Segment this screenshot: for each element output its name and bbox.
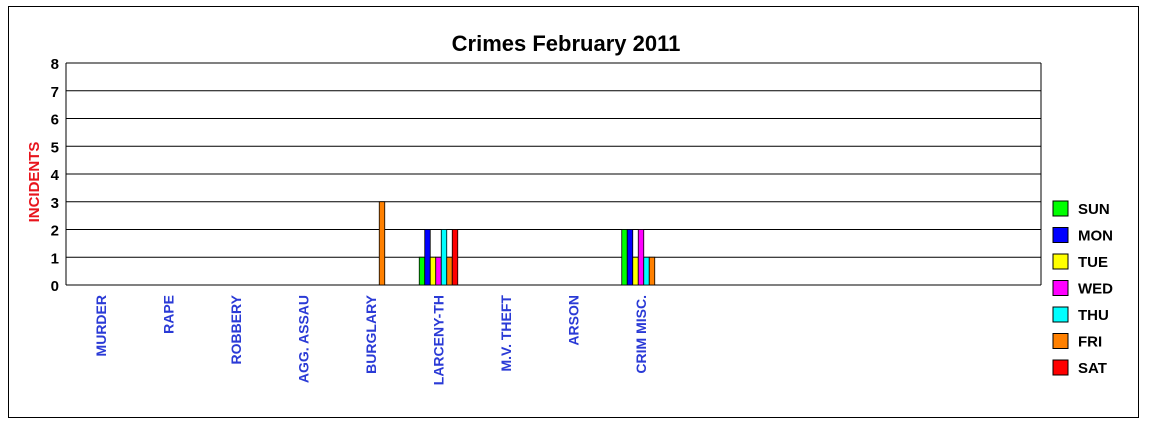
y-tick-label: 1 — [51, 250, 59, 267]
x-tick-label: BURGLARY — [363, 294, 379, 373]
y-axis-ticks: 0 1 2 3 4 5 6 7 8 — [51, 56, 60, 295]
x-tick-label: AGG. ASSAU — [296, 295, 312, 383]
y-tick-label: 0 — [51, 278, 59, 295]
legend-swatch-sat — [1052, 359, 1069, 376]
bar-chart: Crimes February 2011 INCIDENTS 0 1 2 3 4 5 6 7 8… — [26, 31, 1113, 385]
bar-thu-5 — [440, 229, 448, 286]
bar-tue-8 — [632, 256, 639, 286]
y-tick-label: 4 — [51, 167, 60, 184]
x-tick-label: M.V. THEFT — [498, 295, 514, 372]
legend-label-tue: TUE — [1078, 254, 1108, 271]
legend-swatch-fri — [1052, 333, 1069, 349]
legend-swatch-tue — [1052, 253, 1069, 270]
legend-label-wed: WED — [1078, 281, 1113, 298]
bar-sat-5 — [451, 229, 459, 286]
x-axis-ticks: MURDER RAPE ROBBERY AGG. ASSAU BURGLARY LARCE… — [93, 294, 649, 385]
y-tick-label: 8 — [51, 56, 59, 73]
bars — [378, 201, 656, 286]
bar-fri-8 — [648, 256, 656, 286]
bar-wed-8 — [637, 229, 645, 286]
x-tick-label: CRIM MISC. — [633, 295, 649, 374]
legend-label-thu: THU — [1078, 307, 1109, 324]
bar-fri-5 — [446, 256, 453, 286]
legend-swatch-thu — [1052, 306, 1069, 323]
legend: SUN MON TUE WED THU FRI SAT — [1052, 200, 1113, 377]
y-tick-label: 5 — [51, 139, 59, 156]
y-axis-label: INCIDENTS — [26, 142, 43, 223]
bar-mon-8 — [626, 229, 634, 286]
x-tick-label: MURDER — [93, 295, 109, 356]
y-tick-label: 2 — [51, 223, 59, 240]
bar-fri-4 — [378, 201, 386, 286]
legend-label-fri: FRI — [1078, 334, 1102, 351]
x-tick-label: ROBBERY — [228, 294, 244, 364]
legend-label-sun: SUN — [1078, 201, 1110, 218]
chart-frame: Crimes February 2011 INCIDENTS 0 1 2 3 4 5 6 7 8… — [8, 6, 1139, 418]
bar-thu-8 — [643, 256, 650, 286]
x-tick-label: ARSON — [566, 295, 582, 346]
x-tick-label: RAPE — [161, 295, 177, 334]
legend-swatch-wed — [1052, 280, 1069, 296]
legend-label-mon: MON — [1078, 228, 1113, 245]
legend-swatch-mon — [1052, 227, 1069, 243]
legend-label-sat: SAT — [1078, 360, 1107, 377]
gridlines — [65, 62, 1042, 286]
x-tick-label: LARCENY-TH — [431, 295, 447, 385]
bar-wed-5 — [435, 256, 442, 286]
y-tick-label: 3 — [51, 195, 59, 212]
chart-title: Crimes February 2011 — [452, 31, 681, 56]
bar-sun-5 — [418, 256, 426, 286]
bar-tue-5 — [429, 256, 437, 286]
y-tick-label: 7 — [51, 84, 59, 101]
legend-swatch-sun — [1052, 200, 1069, 217]
bar-mon-5 — [424, 229, 431, 286]
y-tick-label: 6 — [51, 112, 59, 129]
bar-sun-8 — [621, 229, 628, 286]
